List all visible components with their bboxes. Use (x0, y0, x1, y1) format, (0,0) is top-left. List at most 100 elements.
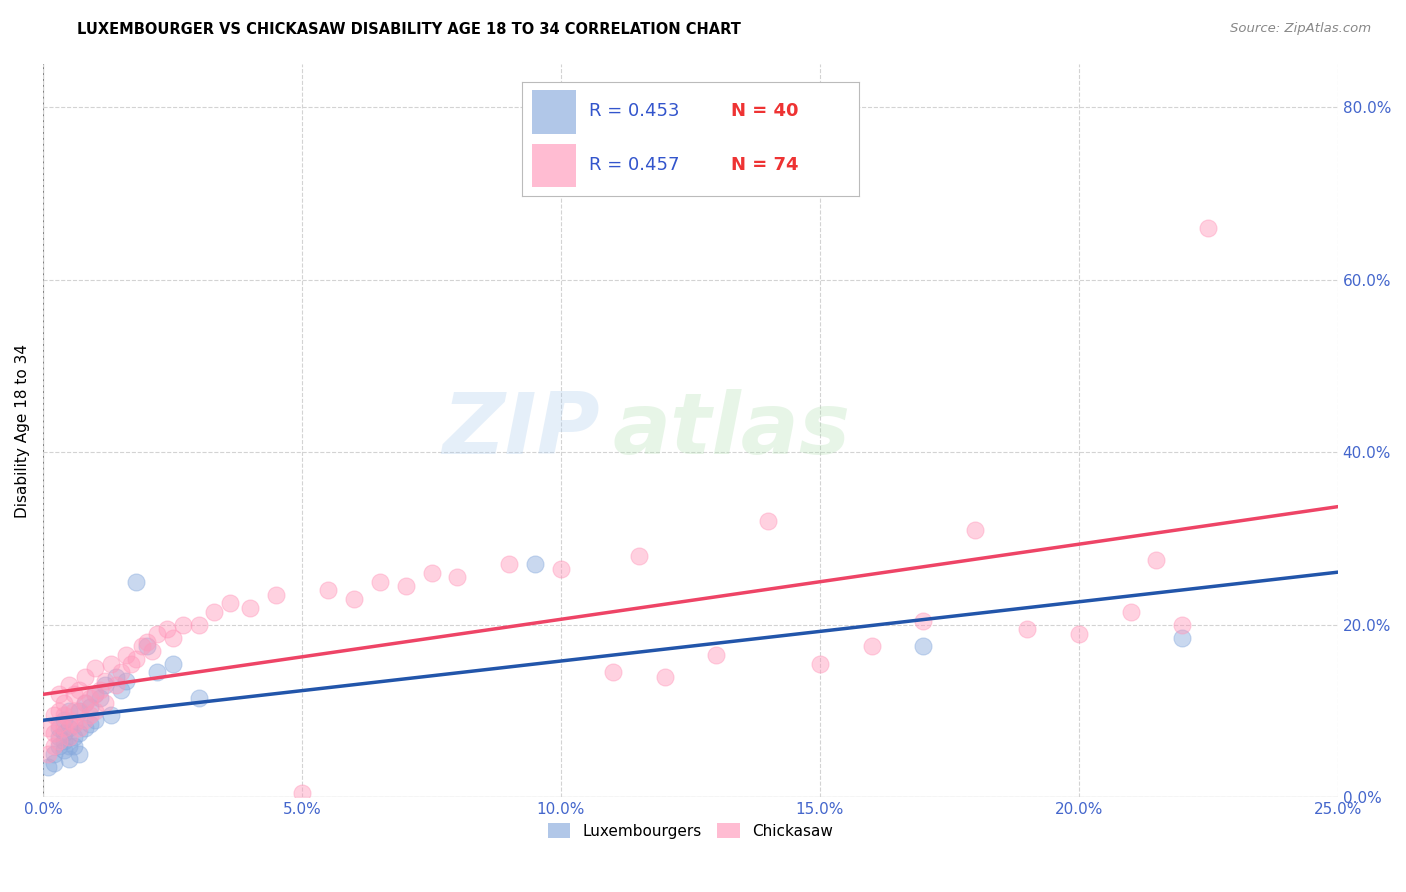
Point (58, 722, 80, 736)
Point (860, 640, 883, 654)
Point (104, 670, 127, 684)
Point (125, 574, 148, 589)
Point (264, 588, 287, 602)
Point (79, 699, 101, 714)
Point (94, 673, 117, 688)
Point (63, 704, 86, 718)
Point (67, 722, 90, 736)
Point (58, 739, 80, 753)
Point (1015, 622, 1038, 636)
Point (94, 678, 117, 692)
Point (602, 665, 624, 680)
Point (420, 566, 443, 581)
Point (48, 722, 70, 736)
Point (58, 730, 80, 744)
Point (965, 523, 987, 537)
Point (42, 747, 65, 762)
Point (42, 725, 65, 739)
Point (67, 704, 90, 718)
Point (42, 739, 65, 753)
Point (48, 730, 70, 744)
Point (704, 648, 727, 662)
Point (52, 725, 75, 739)
Text: LUXEMBOURGER VS CHICKASAW DISABILITY AGE 18 TO 34 CORRELATION CHART: LUXEMBOURGER VS CHICKASAW DISABILITY AGE… (77, 22, 741, 37)
Point (343, 592, 366, 607)
Point (52, 696, 75, 710)
Point (395, 579, 418, 593)
Point (115, 673, 138, 688)
Point (63, 739, 86, 753)
Point (654, 670, 676, 684)
Point (912, 614, 935, 628)
Y-axis label: Disability Age 18 to 34: Disability Age 18 to 34 (15, 343, 30, 517)
Point (37, 722, 59, 736)
Point (135, 635, 157, 649)
Text: Source: ZipAtlas.com: Source: ZipAtlas.com (1230, 22, 1371, 36)
Text: atlas: atlas (613, 389, 851, 472)
Point (58, 678, 80, 692)
Point (172, 618, 194, 632)
Point (141, 644, 163, 658)
Point (1067, 626, 1090, 640)
Point (162, 657, 184, 671)
Point (550, 562, 572, 576)
Point (104, 678, 127, 692)
Point (89, 691, 111, 706)
Point (239, 600, 262, 615)
Point (42, 756, 65, 770)
Point (58, 704, 80, 718)
Point (84, 713, 107, 727)
Point (808, 657, 831, 671)
Point (316, 583, 339, 598)
Point (73, 670, 96, 684)
Point (120, 657, 142, 671)
Point (162, 631, 184, 645)
Point (146, 626, 169, 640)
Point (73, 696, 96, 710)
Point (89, 682, 111, 697)
Point (63, 717, 86, 731)
Point (110, 682, 132, 697)
Point (100, 657, 122, 671)
Point (42, 708, 65, 723)
Point (48, 734, 70, 748)
Point (1171, 631, 1194, 645)
Point (58, 751, 80, 765)
Point (94, 696, 117, 710)
Point (63, 730, 86, 744)
Point (48, 687, 70, 701)
Point (146, 665, 169, 680)
Point (79, 691, 101, 706)
Legend: Luxembourgers, Chickasaw: Luxembourgers, Chickasaw (541, 816, 839, 845)
Point (218, 596, 240, 610)
Point (446, 570, 468, 584)
Point (58, 713, 80, 727)
Point (1119, 605, 1142, 619)
Point (73, 696, 96, 710)
Point (84, 704, 107, 718)
Point (84, 687, 107, 701)
Point (37, 747, 59, 762)
Point (84, 661, 107, 675)
Point (52, 708, 75, 723)
Point (1144, 553, 1167, 567)
Point (498, 558, 520, 572)
Point (156, 622, 179, 636)
Point (73, 713, 96, 727)
Point (202, 605, 225, 619)
Point (1171, 618, 1194, 632)
Point (187, 691, 209, 706)
Point (1197, 221, 1219, 235)
Point (627, 549, 650, 563)
Point (63, 687, 86, 701)
Point (187, 618, 209, 632)
Point (73, 722, 96, 736)
Point (48, 739, 70, 753)
Point (115, 648, 138, 662)
Point (84, 687, 107, 701)
Point (67, 682, 90, 697)
Point (368, 574, 391, 589)
Point (79, 708, 101, 723)
Point (48, 717, 70, 731)
Point (110, 665, 132, 680)
